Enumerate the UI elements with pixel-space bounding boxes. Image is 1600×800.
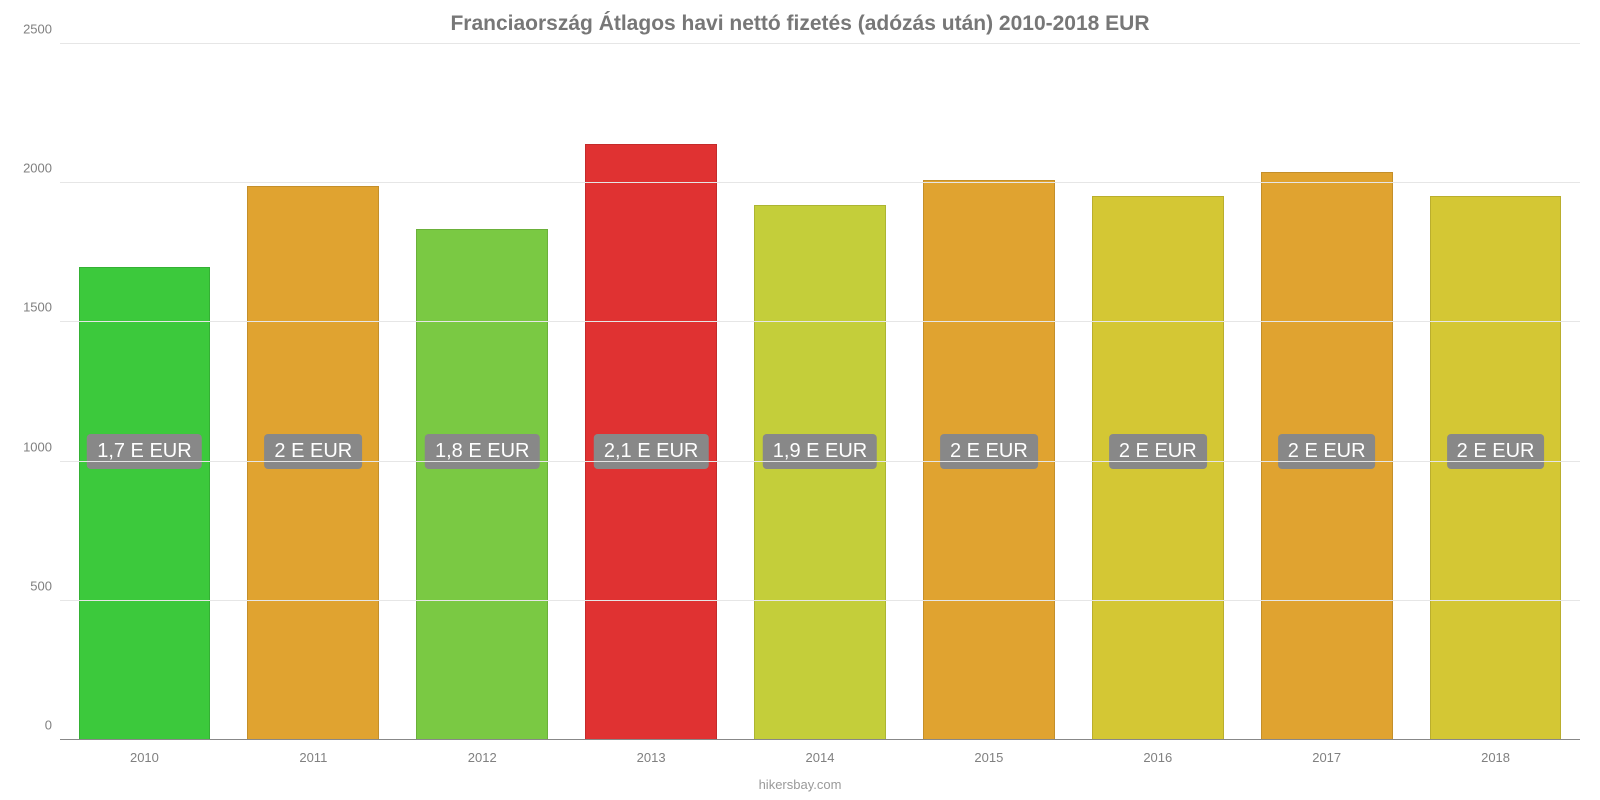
y-tick-label: 2000 <box>23 161 52 176</box>
x-tick-label: 2013 <box>637 750 666 765</box>
x-tick-label: 2010 <box>130 750 159 765</box>
gridline <box>60 600 1580 601</box>
value-badge: 2 E EUR <box>1109 434 1207 469</box>
x-tick-label: 2012 <box>468 750 497 765</box>
value-badge: 2 E EUR <box>940 434 1038 469</box>
bar-slot: 2,1 E EUR2013 <box>567 44 736 740</box>
bar <box>79 267 211 740</box>
bar-slot: 2 E EUR2015 <box>904 44 1073 740</box>
x-tick-label: 2015 <box>974 750 1003 765</box>
value-badge: 2,1 E EUR <box>594 434 708 469</box>
gridline <box>60 182 1580 183</box>
x-tick-label: 2017 <box>1312 750 1341 765</box>
x-tick-label: 2016 <box>1143 750 1172 765</box>
value-badge: 1,9 E EUR <box>763 434 877 469</box>
gridline <box>60 321 1580 322</box>
y-tick-label: 1000 <box>23 439 52 454</box>
bar-slot: 1,7 E EUR2010 <box>60 44 229 740</box>
value-badge: 1,8 E EUR <box>425 434 539 469</box>
bar-slot: 2 E EUR2011 <box>229 44 398 740</box>
bar <box>416 229 548 740</box>
chart-title: Franciaország Átlagos havi nettó fizetés… <box>0 12 1600 36</box>
salary-chart: Franciaország Átlagos havi nettó fizetés… <box>0 0 1600 800</box>
bar <box>754 205 886 740</box>
chart-footer: hikersbay.com <box>0 777 1600 792</box>
x-axis-baseline <box>60 739 1580 740</box>
plot-area: 1,7 E EUR20102 E EUR20111,8 E EUR20122,1… <box>60 44 1580 740</box>
value-badge: 2 E EUR <box>1278 434 1376 469</box>
y-tick-label: 1500 <box>23 300 52 315</box>
y-tick-label: 0 <box>45 718 52 733</box>
bar-slot: 2 E EUR2017 <box>1242 44 1411 740</box>
bar-slot: 1,9 E EUR2014 <box>736 44 905 740</box>
value-badge: 2 E EUR <box>264 434 362 469</box>
value-badge: 1,7 E EUR <box>87 434 201 469</box>
gridline <box>60 43 1580 44</box>
y-tick-label: 2500 <box>23 22 52 37</box>
x-tick-label: 2014 <box>806 750 835 765</box>
bar-slot: 1,8 E EUR2012 <box>398 44 567 740</box>
bars-container: 1,7 E EUR20102 E EUR20111,8 E EUR20122,1… <box>60 44 1580 740</box>
value-badge: 2 E EUR <box>1447 434 1545 469</box>
y-tick-label: 500 <box>30 578 52 593</box>
bar-slot: 2 E EUR2018 <box>1411 44 1580 740</box>
x-tick-label: 2011 <box>299 750 327 765</box>
gridline <box>60 461 1580 462</box>
bar-slot: 2 E EUR2016 <box>1073 44 1242 740</box>
x-tick-label: 2018 <box>1481 750 1510 765</box>
